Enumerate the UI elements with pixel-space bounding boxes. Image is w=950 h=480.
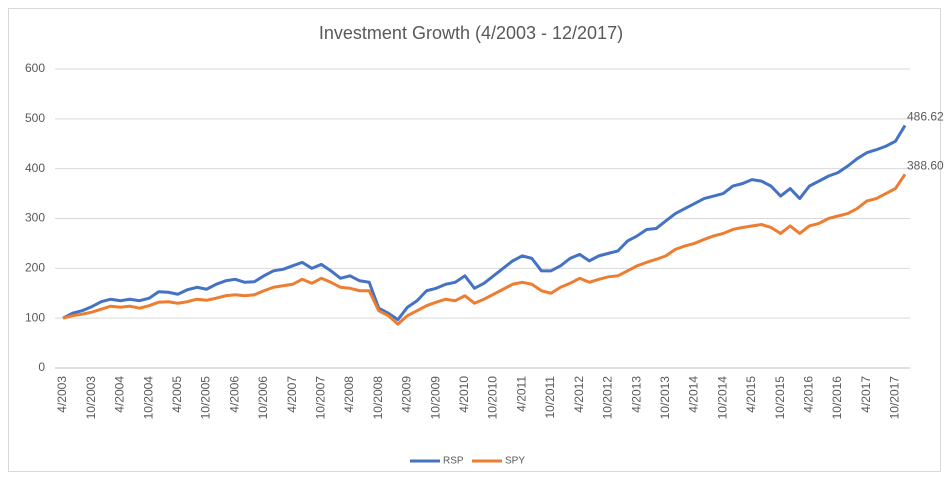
y-tick-label: 500 bbox=[25, 111, 45, 125]
x-tick-label: 4/2004 bbox=[113, 376, 127, 413]
y-tick-label: 400 bbox=[25, 161, 45, 175]
x-tick-label: 4/2010 bbox=[457, 376, 471, 413]
line-series bbox=[62, 124, 907, 322]
y-tick-label: 100 bbox=[25, 310, 45, 324]
x-tick-label: 4/2015 bbox=[744, 376, 758, 413]
x-tick-label: 10/2007 bbox=[314, 376, 328, 420]
x-tick-label: 4/2008 bbox=[342, 376, 356, 413]
x-tick-label: 10/2016 bbox=[830, 376, 844, 420]
x-tick-label: 10/2014 bbox=[715, 376, 729, 420]
y-tick-label: 300 bbox=[25, 211, 45, 225]
data-label: 388.60 bbox=[907, 159, 944, 173]
y-tick-label: 0 bbox=[38, 360, 45, 374]
line-series bbox=[62, 173, 907, 326]
x-tick-label: 10/2011 bbox=[543, 376, 557, 419]
chart-frame bbox=[8, 8, 941, 472]
chart-title: Investment Growth (4/2003 - 12/2017) bbox=[319, 23, 623, 43]
x-tick-label: 10/2006 bbox=[256, 376, 270, 420]
y-tick-label: 600 bbox=[25, 61, 45, 75]
x-tick-label: 4/2006 bbox=[227, 376, 241, 413]
x-tick-label: 4/2017 bbox=[859, 376, 873, 413]
x-tick-label: 10/2013 bbox=[658, 376, 672, 420]
x-tick-label: 10/2010 bbox=[486, 376, 500, 420]
legend-label: RSP bbox=[443, 456, 464, 467]
x-tick-label: 4/2003 bbox=[55, 376, 69, 413]
data-label: 486.62 bbox=[907, 110, 944, 124]
x-tick-label: 4/2005 bbox=[170, 376, 184, 413]
x-tick-label: 10/2012 bbox=[601, 376, 615, 420]
x-tick-label: 10/2009 bbox=[428, 376, 442, 420]
x-tick-label: 4/2013 bbox=[629, 376, 643, 413]
x-tick-label: 4/2016 bbox=[801, 376, 815, 413]
x-tick-label: 4/2012 bbox=[572, 376, 586, 413]
x-tick-label: 10/2008 bbox=[371, 376, 385, 420]
x-tick-label: 10/2003 bbox=[84, 376, 98, 420]
x-tick-label: 10/2004 bbox=[141, 376, 155, 420]
x-tick-label: 10/2015 bbox=[773, 376, 787, 420]
x-tick-label: 10/2017 bbox=[888, 376, 902, 420]
y-tick-label: 200 bbox=[25, 261, 45, 275]
x-tick-label: 4/2007 bbox=[285, 376, 299, 413]
legend-label: SPY bbox=[505, 456, 525, 467]
x-tick-label: 10/2005 bbox=[199, 376, 213, 420]
x-tick-label: 4/2009 bbox=[400, 376, 414, 413]
x-tick-label: 4/2011 bbox=[514, 376, 528, 412]
x-tick-label: 4/2014 bbox=[687, 376, 701, 413]
